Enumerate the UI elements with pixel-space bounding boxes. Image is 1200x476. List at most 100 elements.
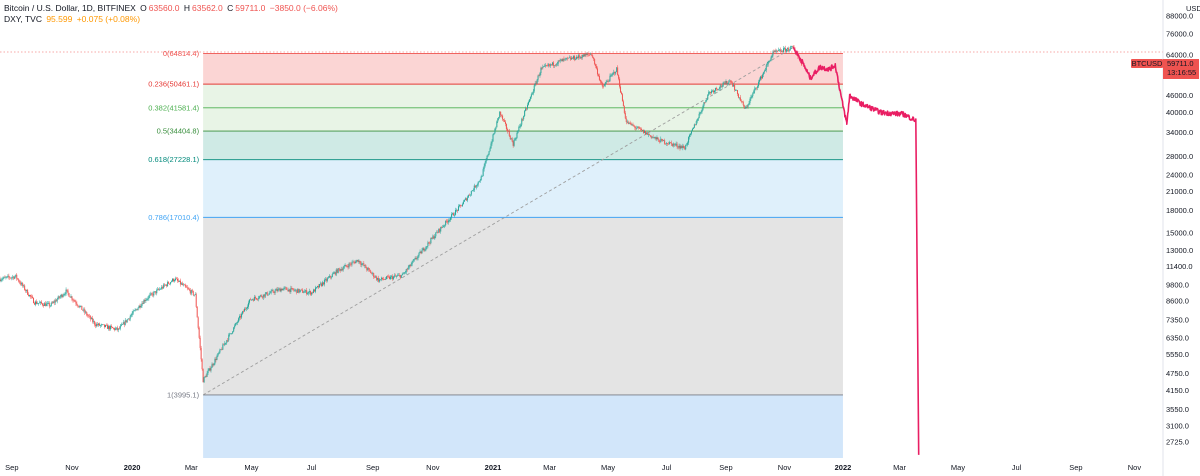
- trend-line-segment: [202, 47, 794, 396]
- candle-body: [101, 324, 103, 326]
- candle-body: [757, 86, 759, 88]
- candle-body: [270, 290, 272, 293]
- candle-body: [139, 305, 141, 308]
- candle-body: [620, 86, 622, 93]
- candle-body: [736, 89, 738, 91]
- candle-body: [666, 143, 668, 144]
- candles: [0, 45, 803, 383]
- price-axis[interactable]: 88000.076000.064000.054000.046000.040000…: [1162, 0, 1200, 476]
- candle-body: [256, 299, 258, 300]
- candle-body: [688, 137, 690, 143]
- candle-body: [132, 310, 134, 314]
- candle-body: [454, 214, 456, 216]
- candle-body: [187, 288, 189, 290]
- price-axis-tick-label: 4150.0: [1166, 386, 1189, 395]
- candle-body: [332, 273, 334, 275]
- candle-body: [576, 56, 578, 58]
- candle-body: [219, 349, 221, 353]
- dxy-description[interactable]: DXY, TVC: [4, 14, 42, 24]
- candle-body: [507, 131, 509, 132]
- candle-body: [31, 296, 33, 298]
- candle-body: [425, 247, 427, 250]
- projection-path[interactable]: [792, 46, 920, 455]
- time-axis[interactable]: Sep Nov 2020 Mar May Jul Sep Nov 2021 Mar May Jul Se…: [0, 458, 1200, 476]
- candle-body: [13, 276, 15, 279]
- candle-body: [331, 274, 333, 278]
- candle-body: [213, 363, 215, 366]
- candle-body: [298, 288, 300, 293]
- candle-body: [53, 301, 55, 303]
- symbol-description[interactable]: Bitcoin / U.S. Dollar, 1D, BITFINEX: [4, 3, 136, 13]
- candle-body: [779, 49, 781, 51]
- candle-body: [160, 289, 162, 290]
- candle-body: [622, 101, 624, 107]
- candle-body: [143, 300, 145, 304]
- candle-body: [516, 132, 518, 138]
- dxy-change: +0.075 (+0.08%): [76, 14, 141, 24]
- candle-body: [319, 283, 321, 285]
- candle-body: [692, 127, 694, 129]
- candle-body: [34, 303, 36, 305]
- candle-body: [58, 296, 60, 298]
- candle-body: [336, 269, 338, 273]
- candle-body: [509, 136, 511, 140]
- candle-body: [309, 291, 311, 293]
- candle-body: [422, 248, 424, 251]
- candle-body: [51, 302, 53, 304]
- candle-body: [493, 133, 495, 135]
- candle-body: [568, 57, 570, 59]
- candle-body: [223, 344, 225, 346]
- candle-body: [460, 205, 462, 207]
- candle-body: [180, 283, 182, 285]
- candle-body: [740, 100, 742, 102]
- candle-body: [291, 287, 293, 289]
- candle-body: [704, 102, 706, 103]
- candle-body: [584, 54, 586, 57]
- candle-body: [19, 281, 21, 283]
- candle-body: [210, 367, 212, 371]
- candle-body: [171, 281, 173, 283]
- candle-body: [573, 56, 575, 59]
- candle-body: [365, 265, 367, 269]
- candle-body: [364, 265, 366, 266]
- candle-body: [176, 278, 178, 281]
- candle-body: [169, 283, 171, 285]
- candle-body: [701, 109, 703, 112]
- candle-body: [64, 294, 66, 295]
- candle-body: [240, 316, 242, 318]
- candle-body: [79, 306, 81, 308]
- candle-body: [262, 294, 264, 298]
- fib-level-label: 0.5(34404.8): [157, 127, 200, 136]
- open-value: 63560.0: [148, 3, 180, 13]
- trend-line[interactable]: [202, 47, 794, 396]
- candle-body: [430, 237, 432, 244]
- candle-body: [553, 65, 555, 66]
- candle-body: [339, 269, 341, 271]
- candle-body: [729, 80, 731, 82]
- candle-body: [659, 141, 661, 143]
- candle-body: [465, 198, 467, 201]
- candle-body: [158, 289, 160, 290]
- candle-body: [57, 296, 59, 300]
- fib-retracement[interactable]: 0(64814.4) 0.236(50461.1) 0.382(41581.4) 0.…: [148, 49, 843, 458]
- candle-body: [770, 57, 772, 61]
- candle-body: [241, 313, 243, 318]
- candle-body: [524, 110, 526, 117]
- candle-body: [474, 185, 476, 188]
- candle-body: [261, 296, 263, 298]
- time-axis-tick-label: Sep: [366, 463, 379, 472]
- candle-body: [696, 120, 698, 122]
- candle-body: [126, 319, 128, 323]
- candle-body: [181, 283, 183, 286]
- price-axis-tick-label: 3100.0: [1166, 422, 1189, 431]
- candle-body: [281, 289, 283, 291]
- candle-body: [518, 126, 520, 131]
- candle-body: [354, 262, 356, 264]
- candle-body: [771, 55, 773, 58]
- candle-body: [24, 285, 26, 290]
- candle-body: [468, 195, 470, 196]
- candle-body: [163, 284, 165, 289]
- candle-body: [480, 176, 482, 181]
